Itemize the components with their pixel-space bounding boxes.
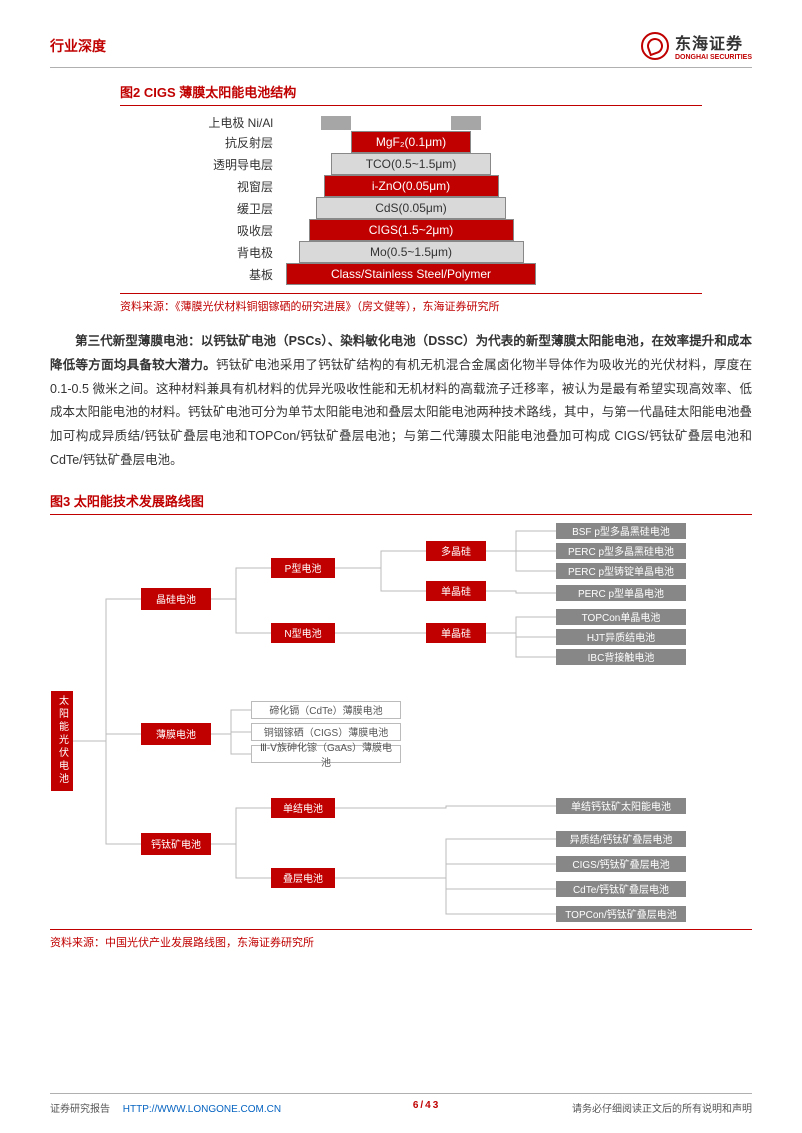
cigs-diagram: 上电极 Ni/Al 抗反射层 MgF₂(0.1μm) 透明导电层 TCO(0.5~1.5… — [50, 114, 752, 285]
tree-node: 单晶硅 — [426, 623, 486, 643]
tree-node: HJT异质结电池 — [556, 629, 686, 645]
body-paragraph: 第三代新型薄膜电池：以钙钛矿电池（PSCs）、染料敏化电池（DSSC）为代表的新… — [50, 330, 752, 473]
logo-cn: 东海证券 — [675, 30, 752, 54]
tree-node: CdTe/钙钛矿叠层电池 — [556, 881, 686, 897]
cigs-label: 抗反射层 — [191, 134, 281, 151]
header-rule — [50, 67, 752, 68]
logo-icon — [641, 32, 669, 60]
tree-node: 异质结/钙钛矿叠层电池 — [556, 831, 686, 847]
cigs-layer: Class/Stainless Steel/Polymer — [286, 263, 536, 285]
tree-node: 钙钛矿电池 — [141, 833, 211, 855]
cigs-label: 视窗层 — [191, 178, 281, 195]
cigs-label: 吸收层 — [191, 222, 281, 239]
tree-node: TOPCon单晶电池 — [556, 609, 686, 625]
cigs-label: 缓卫层 — [191, 200, 281, 217]
cigs-label: 基板 — [191, 266, 281, 283]
tree-node: 单晶硅 — [426, 581, 486, 601]
fig2-source: 资料来源：《薄膜光伏材料铜铟镓硒的研究进展》（房文健等），东海证券研究所 — [120, 293, 702, 314]
tree-node: 单结钙钛矿太阳能电池 — [556, 798, 686, 814]
tree-node: PERC p型铸锭单晶电池 — [556, 563, 686, 579]
page-footer: 证券研究报告 HTTP://WWW.LONGONE.COM.CN 6/43 请务… — [50, 1093, 752, 1115]
tree-node: Ⅲ-Ⅴ族砷化镓（GaAs）薄膜电池 — [251, 745, 401, 763]
tree-node: CIGS/钙钛矿叠层电池 — [556, 856, 686, 872]
cigs-layer: i-ZnO(0.05μm) — [324, 175, 499, 197]
footer-disclaimer: 请务必仔细阅读正文后的所有说明和声明 — [572, 1100, 752, 1115]
tree-node: 薄膜电池 — [141, 723, 211, 745]
footer-page: 6/43 — [413, 1100, 440, 1115]
tree-node: 太阳能光伏电池 — [51, 691, 73, 791]
cigs-layer: MgF₂(0.1μm) — [351, 131, 471, 153]
tree-node: PERC p型单晶电池 — [556, 585, 686, 601]
fig2-title: 图2 CIGS 薄膜太阳能电池结构 — [120, 82, 702, 106]
footer-left: 证券研究报告 — [50, 1104, 110, 1115]
tree-node: 单结电池 — [271, 798, 335, 818]
tree-node: IBC背接触电池 — [556, 649, 686, 665]
company-logo: 东海证券 DONGHAI SECURITIES — [641, 30, 752, 61]
tree-node: 多晶硅 — [426, 541, 486, 561]
cigs-label: 上电极 Ni/Al — [191, 114, 281, 131]
tree-node: N型电池 — [271, 623, 335, 643]
section-title: 行业深度 — [50, 36, 106, 56]
cigs-layer: CdS(0.05μm) — [316, 197, 506, 219]
logo-en: DONGHAI SECURITIES — [675, 54, 752, 61]
tree-node: 叠层电池 — [271, 868, 335, 888]
tree-node: TOPCon/钙钛矿叠层电池 — [556, 906, 686, 922]
roadmap-tree: 太阳能光伏电池 晶硅电池薄膜电池钙钛矿电池 P型电池 N型电池单结电池叠层电池 碲化镉（… — [51, 523, 751, 923]
cigs-layer: CIGS(1.5~2μm) — [309, 219, 514, 241]
cigs-label: 透明导电层 — [191, 156, 281, 173]
cigs-layer: Mo(0.5~1.5μm) — [299, 241, 524, 263]
tree-node: 晶硅电池 — [141, 588, 211, 610]
cigs-label: 背电极 — [191, 244, 281, 261]
tree-node: P型电池 — [271, 558, 335, 578]
fig3-title: 图3 太阳能技术发展路线图 — [50, 491, 752, 515]
tree-node: 碲化镉（CdTe）薄膜电池 — [251, 701, 401, 719]
cigs-layer: TCO(0.5~1.5μm) — [331, 153, 491, 175]
fig3-source: 资料来源：中国光伏产业发展路线图，东海证券研究所 — [50, 929, 752, 950]
para-rest: 钙钛矿电池采用了钙钛矿结构的有机无机混合金属卤化物半导体作为吸收光的光伏材料，厚… — [50, 358, 752, 467]
tree-node: PERC p型多晶黑硅电池 — [556, 543, 686, 559]
electrode-tabs — [321, 116, 481, 130]
footer-url[interactable]: HTTP://WWW.LONGONE.COM.CN — [123, 1104, 281, 1115]
tree-node: BSF p型多晶黑硅电池 — [556, 523, 686, 539]
